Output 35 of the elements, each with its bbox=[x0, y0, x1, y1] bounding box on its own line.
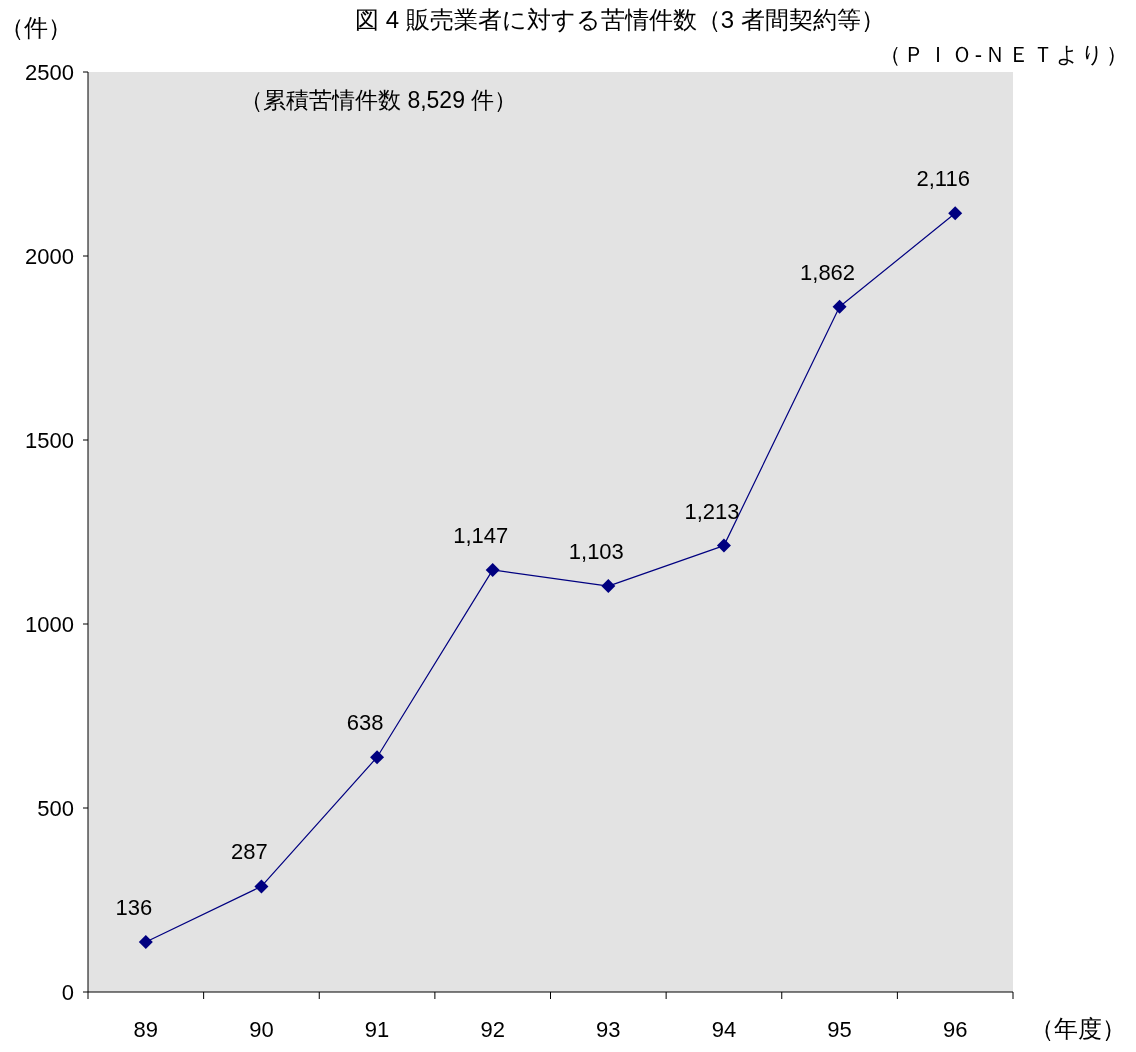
point bbox=[716, 538, 731, 553]
data-label: 638 bbox=[346, 710, 384, 736]
data-label: 1,147 bbox=[453, 522, 509, 548]
text: （ＰＩＯ-ＮＥＴより） bbox=[878, 42, 1130, 67]
point bbox=[254, 879, 269, 894]
annotation: （累積苦情件数 8,529 件） bbox=[240, 87, 518, 113]
data-label: 136 bbox=[115, 894, 153, 920]
point bbox=[948, 206, 963, 221]
data-label: 287 bbox=[231, 839, 268, 865]
point bbox=[485, 562, 500, 577]
x-tick-label: 92 bbox=[480, 1017, 505, 1042]
data-label: 2,116 bbox=[916, 166, 970, 192]
y-tick-label: 2500 bbox=[25, 60, 74, 85]
point bbox=[138, 934, 153, 949]
x-tick-label: 93 bbox=[596, 1017, 621, 1042]
x-tick-label: 96 bbox=[942, 1017, 968, 1042]
y-tick-label: 500 bbox=[37, 796, 74, 821]
x-axis-title: （年度） bbox=[1030, 1015, 1126, 1042]
chart-title: 図 4 販売業者に対する苦情件数（3 者間契約等） bbox=[355, 6, 885, 33]
point bbox=[370, 750, 385, 765]
y-tick-label: 2000 bbox=[25, 244, 74, 269]
data-label: 1,862 bbox=[800, 259, 856, 285]
y-tick-label: 0 bbox=[61, 980, 74, 1005]
x-tick-label: 91 bbox=[364, 1017, 390, 1042]
y-tick-label: 1000 bbox=[25, 612, 74, 637]
data-label: 1,213 bbox=[684, 498, 740, 524]
x-tick-label: 89 bbox=[133, 1017, 159, 1042]
x-tick-label: 90 bbox=[249, 1017, 274, 1042]
x-tick-label: 95 bbox=[827, 1017, 852, 1042]
data-label: 1,103 bbox=[568, 539, 624, 565]
y-axis-title: （件） bbox=[0, 14, 72, 41]
point bbox=[832, 299, 847, 314]
point bbox=[601, 579, 616, 594]
x-tick-label: 94 bbox=[711, 1017, 737, 1042]
y-tick-label: 1500 bbox=[25, 428, 74, 453]
